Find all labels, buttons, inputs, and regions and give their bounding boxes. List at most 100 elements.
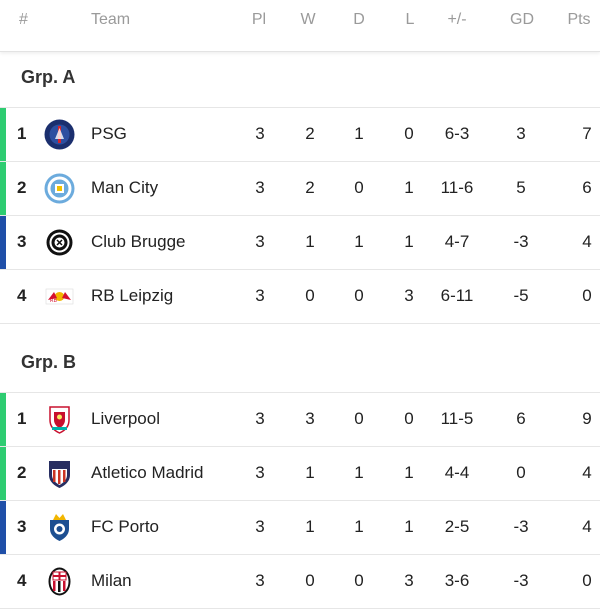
losses: 1	[404, 463, 414, 482]
played: 3	[255, 124, 265, 143]
row-position: 2	[17, 463, 27, 482]
header-l: L	[405, 11, 415, 28]
milan-crest-icon	[44, 566, 75, 597]
team-name: FC Porto	[91, 517, 160, 536]
qualification-bar	[0, 501, 6, 554]
goal-difference: -3	[513, 232, 529, 251]
qualification-bar	[0, 162, 6, 215]
points: 6	[582, 178, 592, 197]
table-row[interactable]: 1 PSG 3 2 1 0 6-3 3 7	[0, 108, 600, 162]
losses: 3	[404, 286, 414, 305]
group-b: Grp. B 1 Liverpool 3 3 0 0 11-5 6 9 2 At…	[0, 338, 600, 609]
draws: 1	[354, 463, 364, 482]
points: 4	[582, 517, 592, 536]
goal-difference: 0	[516, 463, 526, 482]
draws: 1	[354, 232, 364, 251]
team-name: Liverpool	[91, 409, 160, 428]
played: 3	[255, 517, 265, 536]
goals: 3-6	[444, 571, 470, 590]
row-position: 4	[17, 571, 27, 590]
psg-crest-icon	[44, 119, 75, 150]
wins: 1	[305, 232, 315, 251]
losses: 0	[404, 409, 414, 428]
wins: 0	[305, 286, 315, 305]
points: 4	[582, 463, 592, 482]
losses: 1	[404, 517, 414, 536]
header-d: D	[353, 11, 365, 28]
losses: 0	[404, 124, 414, 143]
losses: 1	[404, 178, 414, 197]
goals: 4-4	[444, 463, 470, 482]
header-pl: Pl	[251, 11, 267, 28]
table-header: # Team Pl W D L +/- GD Pts	[0, 0, 600, 52]
row-position: 1	[17, 124, 27, 143]
group-title: Grp. A	[0, 53, 600, 108]
losses: 3	[404, 571, 414, 590]
table-row[interactable]: 2 Man City 3 2 0 1 11-6 5 6	[0, 162, 600, 216]
played: 3	[255, 286, 265, 305]
header-team: Team	[91, 11, 131, 28]
draws: 0	[354, 286, 364, 305]
row-position: 3	[17, 232, 27, 251]
draws: 0	[354, 571, 364, 590]
points: 7	[582, 124, 592, 143]
table-row[interactable]: 2 Atletico Madrid 3 1 1 1 4-4 0 4	[0, 447, 600, 501]
svg-text:RB: RB	[50, 298, 57, 304]
played: 3	[255, 463, 265, 482]
points: 0	[582, 571, 592, 590]
rb-leipzig-crest-icon: RB	[44, 281, 75, 312]
table-row[interactable]: 4 Milan 3 0 0 3 3-6 -3 0	[0, 555, 600, 609]
goals: 4-7	[444, 232, 470, 251]
table-row[interactable]: 3 Club Brugge 3 1 1 1 4-7 -3 4	[0, 216, 600, 270]
team-name: Man City	[91, 178, 159, 197]
fc-porto-crest-icon	[44, 512, 75, 543]
man-city-crest-icon	[44, 173, 75, 204]
goals: 6-11	[440, 286, 474, 305]
row-position: 2	[17, 178, 27, 197]
atletico-madrid-crest-icon	[44, 458, 75, 489]
table-row[interactable]: 3 FC Porto 3 1 1 1 2-5 -3 4	[0, 501, 600, 555]
points: 4	[582, 232, 592, 251]
goal-difference: -5	[513, 286, 529, 305]
losses: 1	[404, 232, 414, 251]
wins: 1	[305, 463, 315, 482]
team-name: RB Leipzig	[91, 286, 174, 305]
draws: 1	[354, 124, 364, 143]
table-row[interactable]: 4 RB RB Leipzig 3 0 0 3 6-11 -5 0	[0, 270, 600, 324]
goal-difference: -3	[513, 571, 529, 590]
draws: 0	[354, 178, 364, 197]
row-position: 4	[17, 286, 27, 305]
club-brugge-crest-icon	[44, 227, 75, 258]
group-a: Grp. A 1 PSG 3 2 1 0 6-3 3 7 2 Man City …	[0, 53, 600, 324]
qualification-bar	[0, 216, 6, 269]
goal-difference: 6	[516, 409, 526, 428]
goal-difference: 3	[516, 124, 526, 143]
played: 3	[255, 571, 265, 590]
draws: 0	[354, 409, 364, 428]
qualification-bar	[0, 393, 6, 446]
goals: 6-3	[444, 124, 470, 143]
header-goals: +/-	[447, 11, 467, 28]
goals: 2-5	[444, 517, 470, 536]
liverpool-crest-icon	[44, 404, 75, 435]
goal-difference: 5	[516, 178, 526, 197]
points: 9	[582, 409, 592, 428]
header-gd: GD	[510, 11, 534, 28]
team-name: PSG	[91, 124, 127, 143]
played: 3	[255, 232, 265, 251]
draws: 1	[354, 517, 364, 536]
played: 3	[255, 178, 265, 197]
goals: 11-6	[440, 178, 474, 197]
wins: 0	[305, 571, 315, 590]
row-position: 1	[17, 409, 27, 428]
team-name: Milan	[91, 571, 132, 590]
header-pos: #	[19, 11, 28, 28]
qualification-bar	[0, 108, 6, 161]
header-pts: Pts	[567, 11, 591, 28]
wins: 3	[305, 409, 315, 428]
team-name: Atletico Madrid	[91, 463, 204, 482]
table-row[interactable]: 1 Liverpool 3 3 0 0 11-5 6 9	[0, 393, 600, 447]
wins: 2	[305, 124, 315, 143]
wins: 1	[305, 517, 315, 536]
qualification-bar	[0, 447, 6, 500]
